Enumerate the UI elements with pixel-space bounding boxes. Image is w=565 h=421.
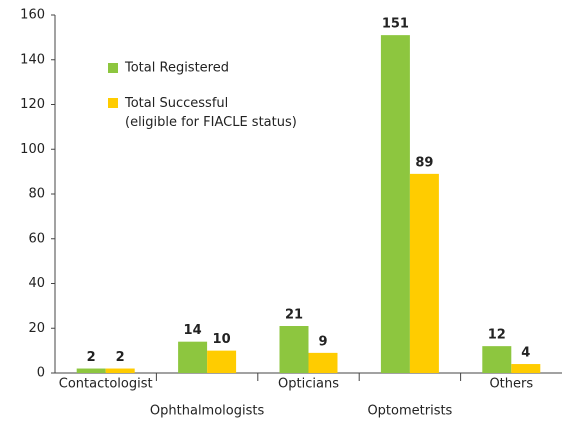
bar [511, 364, 541, 373]
value-label: 89 [415, 155, 433, 170]
y-tick-label: 40 [28, 276, 45, 291]
x-tick-label: Ophthalmologists [150, 404, 265, 419]
y-tick-label: 0 [37, 366, 45, 381]
value-label: 10 [213, 332, 231, 347]
value-label: 4 [521, 346, 530, 361]
x-tick-label: Optometrists [367, 404, 452, 419]
y-tick-label: 80 [28, 187, 45, 202]
y-tick-label: 140 [20, 52, 45, 67]
value-label: 151 [382, 17, 409, 32]
value-label: 21 [285, 308, 303, 323]
y-tick-label: 20 [28, 321, 45, 336]
legend-swatch [108, 98, 118, 108]
legend-swatch [108, 63, 118, 73]
legend-label: Total Registered [124, 61, 229, 76]
value-label: 2 [116, 350, 125, 365]
x-tick-label: Opticians [278, 377, 339, 392]
x-tick-label: Others [489, 377, 533, 392]
bar [76, 368, 106, 373]
legend-label: Total Successful (eligible for FIACLE sta… [124, 96, 297, 130]
value-label: 2 [87, 350, 96, 365]
value-label: 14 [184, 323, 202, 338]
y-tick-label: 120 [20, 97, 45, 112]
bar [482, 346, 512, 373]
y-tick-label: 100 [20, 142, 45, 157]
bar [207, 350, 237, 373]
y-tick-label: 160 [20, 8, 45, 23]
bar [409, 173, 439, 373]
x-tick-label: Contactologist [59, 377, 153, 392]
bar [105, 368, 135, 373]
value-label: 12 [488, 328, 506, 343]
y-tick-label: 60 [28, 231, 45, 246]
bar [380, 35, 410, 373]
bar [178, 341, 208, 373]
bar [308, 352, 338, 373]
value-label: 9 [318, 334, 327, 349]
bar [279, 326, 309, 373]
